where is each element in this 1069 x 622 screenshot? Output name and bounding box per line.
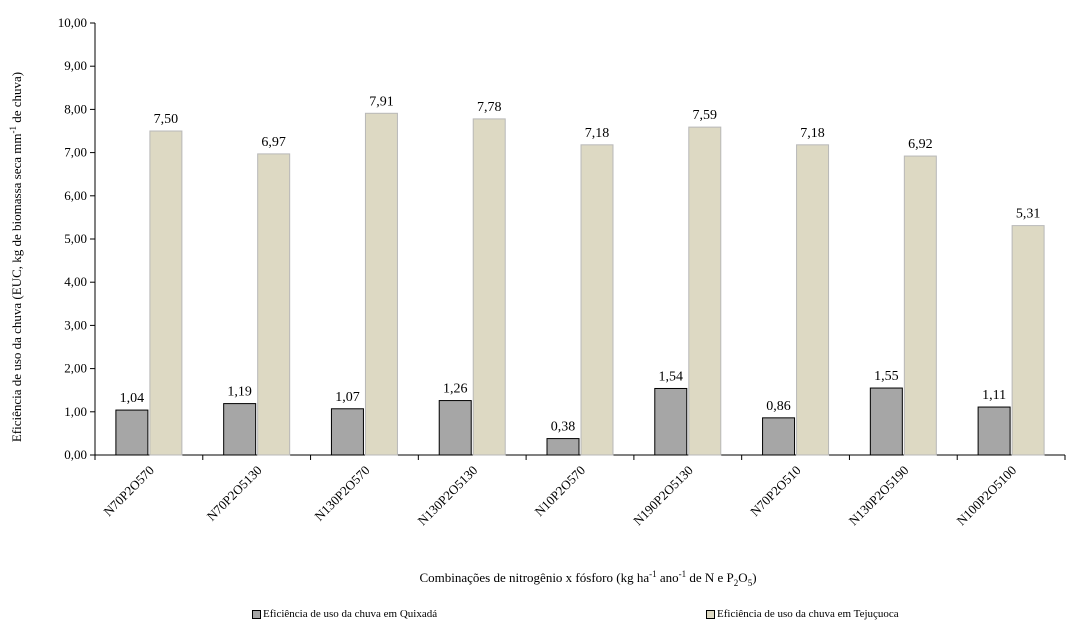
bar [796, 144, 830, 456]
y-axis-label: Eficiência de uso da chuva (EUC, kg de b… [8, 72, 24, 442]
data-label: 7,78 [477, 100, 502, 115]
x-tick-label: N70P2O5130 [204, 463, 265, 524]
chart-bars [115, 112, 1045, 456]
x-tick-label: N130P2O570 [311, 463, 372, 524]
bar [472, 118, 506, 456]
y-tick-label: 3,00 [64, 317, 87, 332]
chart-axes: 0,00 1,00 2,00 3,00 4,00 5,00 6,00 7,00 8,00 9,00… [58, 15, 1066, 462]
y-tick-label: 8,00 [64, 101, 87, 116]
chart-data-labels: 1,04 7,50 1,19 6,97 1,07 7,91 1,26 7,78 0,38 7,18… [120, 94, 1041, 434]
data-label: 1,11 [982, 388, 1006, 403]
data-label: 1,26 [443, 382, 468, 397]
data-label: 1,54 [659, 369, 684, 384]
bar [115, 409, 149, 456]
data-label: 0,86 [766, 399, 791, 414]
legend-swatch-tejucuoca [706, 609, 715, 619]
y-tick-label: 5,00 [64, 231, 87, 246]
x-tick-label: N70P2O510 [747, 463, 804, 520]
data-label: 1,19 [227, 385, 252, 400]
bar [546, 438, 580, 456]
legend-label-tejucuoca: Eficiência de uso da chuva em Tejuçuoca [717, 608, 899, 620]
legend-label-quixada: Eficiência de uso da chuva em Quixadá [263, 608, 438, 620]
bar [438, 400, 472, 456]
x-tick-label: N130P2O5190 [846, 463, 912, 529]
legend-item-quixada: Eficiência de uso da chuva em Quixadá [252, 608, 437, 620]
bar [223, 403, 257, 456]
bar [257, 153, 291, 456]
x-tick-label: N70P2O570 [100, 463, 157, 520]
data-label: 7,91 [369, 94, 394, 109]
data-label: 6,92 [908, 137, 933, 152]
data-label: 6,97 [261, 135, 286, 150]
x-tick-label: N100P2O5100 [953, 463, 1019, 529]
bar [1011, 225, 1045, 456]
y-tick-label: 7,00 [64, 145, 87, 160]
x-tick-labels: N70P2O570 N70P2O5130 N130P2O570 N130P2O5130… [100, 463, 1019, 529]
bar [654, 387, 688, 456]
x-tick-label: N190P2O5130 [630, 463, 696, 529]
data-label: 7,59 [693, 108, 718, 123]
y-tick-label: 10,00 [58, 15, 87, 30]
data-label: 5,31 [1016, 207, 1041, 222]
y-tick-label: 4,00 [64, 274, 87, 289]
y-tick-label: 1,00 [64, 404, 87, 419]
data-label: 1,55 [874, 369, 899, 384]
x-tick-label: N130P2O5130 [415, 463, 481, 529]
bar [688, 126, 722, 456]
x-axis-label: Combinações de nitrogênio x fósforo (kg … [419, 569, 756, 588]
data-label: 7,18 [800, 126, 825, 141]
data-label: 0,38 [551, 420, 576, 435]
bar [149, 130, 183, 456]
bar [869, 387, 903, 456]
bar [364, 112, 398, 456]
x-tick-label: N10P2O570 [532, 463, 589, 520]
y-tick-label: 6,00 [64, 188, 87, 203]
legend-swatch-quixada [252, 609, 261, 619]
legend-item-tejucuoca: Eficiência de uso da chuva em Tejuçuoca [706, 608, 899, 620]
y-tick-label: 0,00 [64, 447, 87, 462]
y-tick-label: 9,00 [64, 58, 87, 73]
bar [762, 417, 796, 456]
bar [330, 408, 364, 456]
y-tick-label: 2,00 [64, 361, 87, 376]
bar [903, 155, 937, 456]
data-label: 1,07 [335, 390, 360, 405]
data-label: 7,18 [585, 126, 610, 141]
data-label: 1,04 [120, 391, 145, 406]
bar [580, 144, 614, 456]
data-label: 7,50 [154, 112, 179, 127]
bar [977, 406, 1011, 456]
